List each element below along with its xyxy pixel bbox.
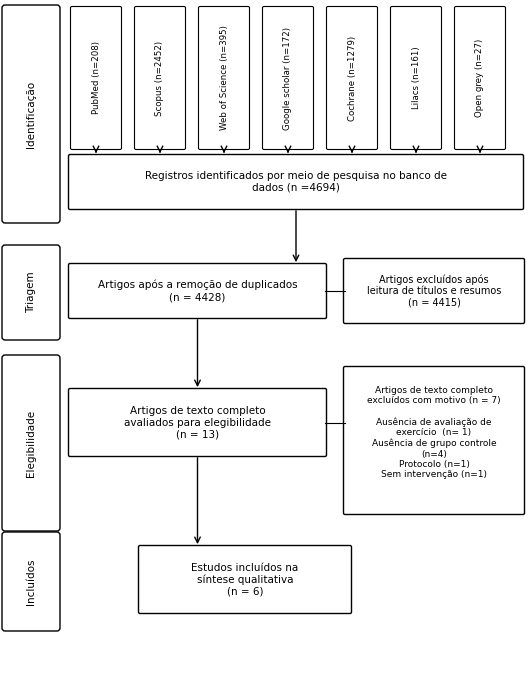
FancyBboxPatch shape	[344, 259, 525, 324]
FancyBboxPatch shape	[2, 355, 60, 531]
Text: Artigos de texto completo
excluídos com motivo (n = 7)

Ausência de avaliação de: Artigos de texto completo excluídos com …	[367, 386, 501, 480]
Text: Estudos incluídos na
síntese qualitativa
(n = 6): Estudos incluídos na síntese qualitativa…	[191, 563, 298, 596]
FancyBboxPatch shape	[199, 6, 250, 150]
FancyBboxPatch shape	[68, 154, 524, 209]
Text: Artigos excluídos após
leitura de títulos e resumos
(n = 4415): Artigos excluídos após leitura de título…	[367, 274, 501, 308]
Text: Artigos de texto completo
avaliados para elegibilidade
(n = 13): Artigos de texto completo avaliados para…	[124, 406, 271, 439]
FancyBboxPatch shape	[327, 6, 378, 150]
Text: Triagem: Triagem	[26, 272, 36, 314]
Text: Scopus (n=2452): Scopus (n=2452)	[156, 40, 165, 115]
FancyBboxPatch shape	[2, 245, 60, 340]
Text: PubMed (n=208): PubMed (n=208)	[91, 41, 100, 115]
Text: Artigos após a remoção de duplicados
(n = 4428): Artigos após a remoção de duplicados (n …	[98, 280, 297, 302]
Text: Lilacs (n=161): Lilacs (n=161)	[412, 47, 421, 109]
FancyBboxPatch shape	[134, 6, 185, 150]
FancyBboxPatch shape	[68, 388, 327, 456]
Text: Identificação: Identificação	[26, 80, 36, 147]
Text: Open grey (n=27): Open grey (n=27)	[475, 39, 484, 117]
FancyBboxPatch shape	[2, 5, 60, 223]
Text: Incluídos: Incluídos	[26, 558, 36, 605]
FancyBboxPatch shape	[455, 6, 506, 150]
FancyBboxPatch shape	[344, 366, 525, 514]
FancyBboxPatch shape	[390, 6, 441, 150]
Text: Cochrane (n=1279): Cochrane (n=1279)	[347, 36, 356, 121]
FancyBboxPatch shape	[71, 6, 122, 150]
FancyBboxPatch shape	[2, 532, 60, 631]
Text: Registros identificados por meio de pesquisa no banco de
dados (n =4694): Registros identificados por meio de pesq…	[145, 172, 447, 193]
Text: Web of Science (n=395): Web of Science (n=395)	[219, 25, 228, 130]
Text: Elegibilidade: Elegibilidade	[26, 410, 36, 477]
Text: Google scholar (n=172): Google scholar (n=172)	[284, 27, 293, 130]
FancyBboxPatch shape	[139, 545, 352, 613]
FancyBboxPatch shape	[262, 6, 313, 150]
FancyBboxPatch shape	[68, 263, 327, 318]
